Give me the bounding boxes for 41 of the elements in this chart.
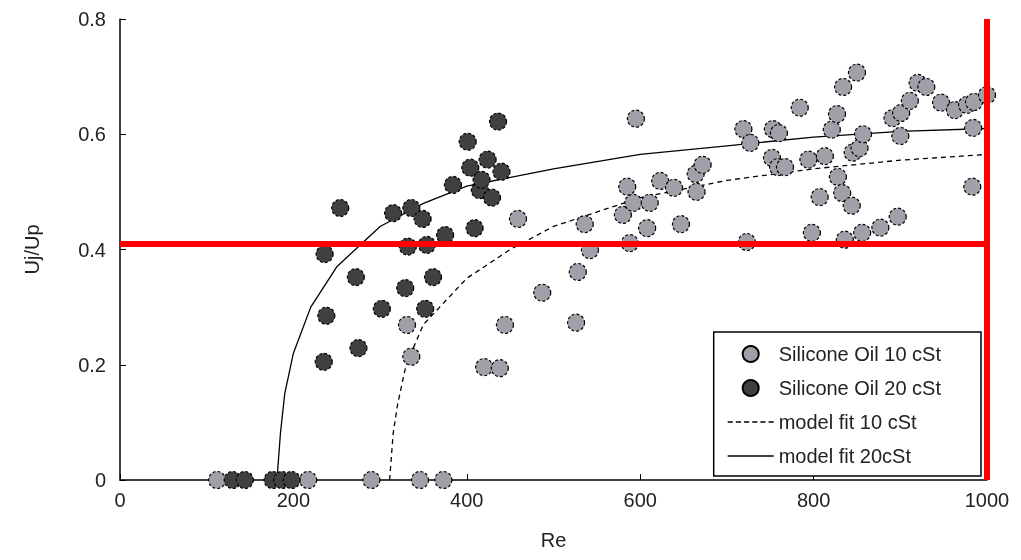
point bbox=[458, 132, 477, 151]
legend-label: Silicone Oil 10 cSt bbox=[778, 343, 942, 365]
point bbox=[416, 299, 435, 318]
x-tick-label: 200 bbox=[276, 489, 311, 511]
legend-label: Silicone Oil 20 cSt bbox=[778, 377, 942, 399]
point bbox=[461, 158, 480, 177]
x-tick-label: 600 bbox=[623, 489, 657, 511]
y-tick-label: 0 bbox=[94, 469, 106, 491]
point bbox=[423, 268, 443, 287]
x-tick-label: 800 bbox=[796, 489, 831, 511]
point bbox=[346, 268, 365, 287]
x-tick-label: 0 bbox=[114, 489, 126, 511]
y-tick-label: 0.2 bbox=[78, 353, 106, 376]
point bbox=[314, 352, 333, 371]
legend-label: model fit 10 cSt bbox=[778, 411, 917, 433]
x-tick-label: 1000 bbox=[964, 489, 1010, 511]
point bbox=[478, 150, 497, 169]
y-tick-label: 0.6 bbox=[78, 123, 106, 146]
point bbox=[396, 279, 415, 298]
x-axis-title: Re bbox=[540, 529, 567, 551]
point bbox=[372, 299, 391, 318]
point bbox=[492, 162, 511, 181]
point bbox=[482, 188, 502, 207]
point bbox=[413, 209, 432, 229]
x-tick-label: 400 bbox=[450, 489, 484, 511]
point bbox=[235, 470, 254, 490]
y-axis-title: Uj/Up bbox=[21, 224, 43, 275]
y-tick-label: 0.8 bbox=[78, 8, 106, 30]
point bbox=[349, 338, 368, 358]
legend-label: model fit 20cSt bbox=[778, 445, 912, 467]
point bbox=[282, 470, 301, 490]
point bbox=[384, 204, 403, 223]
point bbox=[472, 170, 491, 189]
point bbox=[331, 198, 350, 218]
point bbox=[315, 245, 334, 264]
y-tick-label: 0.4 bbox=[78, 238, 106, 261]
point bbox=[488, 112, 508, 131]
point bbox=[443, 175, 463, 195]
point bbox=[317, 306, 336, 325]
point bbox=[465, 219, 484, 238]
point bbox=[402, 198, 421, 218]
